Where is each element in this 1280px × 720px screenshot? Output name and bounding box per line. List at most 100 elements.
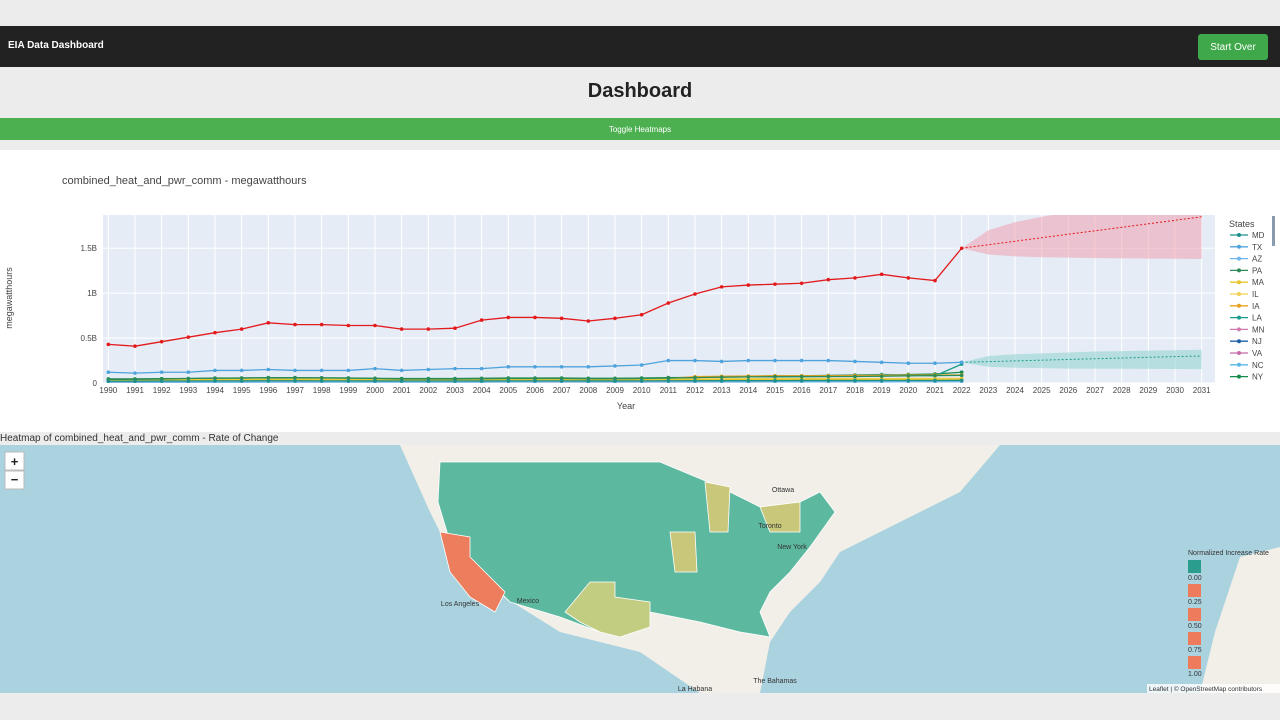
- start-over-button[interactable]: Start Over: [1198, 34, 1268, 60]
- legend-swatch: [1237, 280, 1241, 285]
- data-point: [933, 373, 937, 378]
- data-point: [746, 375, 751, 379]
- data-point: [586, 379, 591, 383]
- forecast-band: [961, 215, 1202, 260]
- data-point: [666, 378, 671, 383]
- x-tick-label: 2016: [793, 386, 811, 395]
- data-point: [773, 358, 777, 363]
- x-tick-label: 2021: [926, 386, 944, 395]
- data-point: [853, 374, 857, 379]
- legend-swatch: [1237, 327, 1241, 332]
- legend-label: IA: [1252, 302, 1260, 311]
- x-tick-label: 2030: [1166, 386, 1184, 395]
- data-point: [453, 326, 457, 330]
- data-point: [666, 376, 671, 380]
- data-point: [826, 374, 831, 379]
- legend-title: States: [1229, 219, 1255, 229]
- data-point: [506, 315, 511, 320]
- x-tick-label: 2000: [366, 386, 384, 395]
- data-point: [693, 358, 697, 363]
- data-point: [186, 379, 191, 383]
- x-tick-label: 2004: [473, 386, 491, 395]
- data-point: [959, 370, 964, 375]
- x-tick-label: 2007: [553, 386, 571, 395]
- x-tick-label: 2024: [1006, 386, 1024, 395]
- brand[interactable]: EIA Data Dashboard: [8, 40, 104, 51]
- legend-label: NJ: [1252, 337, 1262, 346]
- data-point: [453, 366, 457, 371]
- data-point: [346, 376, 351, 380]
- data-point: [719, 285, 724, 289]
- data-point: [346, 323, 351, 328]
- x-tick-label: 2028: [1113, 386, 1131, 395]
- legend-label: IL: [1252, 290, 1259, 299]
- data-point: [426, 327, 431, 331]
- data-point: [879, 360, 884, 365]
- legend-tick-label: 0.25: [1188, 599, 1202, 606]
- zoom-out-label: −: [11, 472, 19, 487]
- x-tick-label: 2027: [1086, 386, 1104, 395]
- land: [1200, 547, 1280, 693]
- data-point: [639, 363, 644, 367]
- data-point: [613, 379, 617, 383]
- data-point: [186, 335, 191, 339]
- zoom-out-button[interactable]: [4, 470, 25, 490]
- y-tick-label: 0: [93, 379, 98, 388]
- data-point: [853, 359, 857, 364]
- data-point: [666, 301, 671, 305]
- data-point: [586, 319, 591, 323]
- data-point: [719, 375, 724, 379]
- data-point: [666, 358, 671, 363]
- data-point: [133, 379, 137, 383]
- data-point: [906, 276, 911, 280]
- legend-swatch: [1188, 584, 1201, 597]
- data-point: [799, 358, 804, 363]
- data-point: [693, 292, 697, 296]
- legend-swatch: [1237, 244, 1241, 249]
- x-tick-label: 1997: [286, 386, 304, 395]
- x-tick-label: 2025: [1033, 386, 1051, 395]
- legend-swatch: [1237, 351, 1241, 355]
- data-point: [693, 375, 697, 380]
- data-point: [399, 379, 404, 383]
- legend-label: MA: [1252, 278, 1265, 287]
- place-label: Los Angeles: [441, 601, 480, 608]
- data-point: [719, 378, 724, 383]
- data-point: [266, 378, 271, 383]
- legend-swatch: [1237, 339, 1241, 344]
- data-point: [506, 379, 511, 383]
- data-point: [159, 339, 164, 344]
- place-label: New York: [777, 544, 807, 551]
- data-point: [159, 379, 164, 383]
- x-tick-label: 1990: [99, 386, 117, 395]
- x-tick-label: 2018: [846, 386, 864, 395]
- data-point: [373, 323, 377, 328]
- data-point: [426, 367, 431, 372]
- data-point: [159, 370, 164, 375]
- x-tick-label: 1992: [153, 386, 171, 395]
- legend-tick-label: 0.00: [1188, 575, 1202, 582]
- data-point: [853, 276, 857, 280]
- legend-label: NY: [1252, 373, 1264, 382]
- place-label: La Habana: [678, 686, 712, 693]
- data-point: [346, 379, 351, 383]
- data-point: [479, 318, 484, 322]
- data-point: [613, 364, 617, 368]
- states-mid: [669, 481, 801, 573]
- data-point: [906, 374, 911, 378]
- place-label: Mexico: [517, 598, 539, 605]
- legend-scrollbar[interactable]: [1272, 216, 1275, 246]
- x-tick-label: 1996: [259, 386, 277, 395]
- data-point: [479, 379, 484, 383]
- x-tick-label: 1993: [179, 386, 197, 395]
- x-tick-label: 2008: [579, 386, 597, 395]
- data-point: [293, 322, 297, 327]
- attribution-bg: [1147, 684, 1280, 693]
- data-point: [319, 375, 324, 380]
- state-tx: [564, 581, 651, 638]
- data-point: [959, 378, 964, 383]
- toggle-heatmaps-button[interactable]: Toggle Heatmaps: [0, 118, 1280, 140]
- x-tick-label: 2010: [633, 386, 651, 395]
- data-point: [933, 278, 937, 283]
- zoom-in-button[interactable]: [4, 451, 25, 471]
